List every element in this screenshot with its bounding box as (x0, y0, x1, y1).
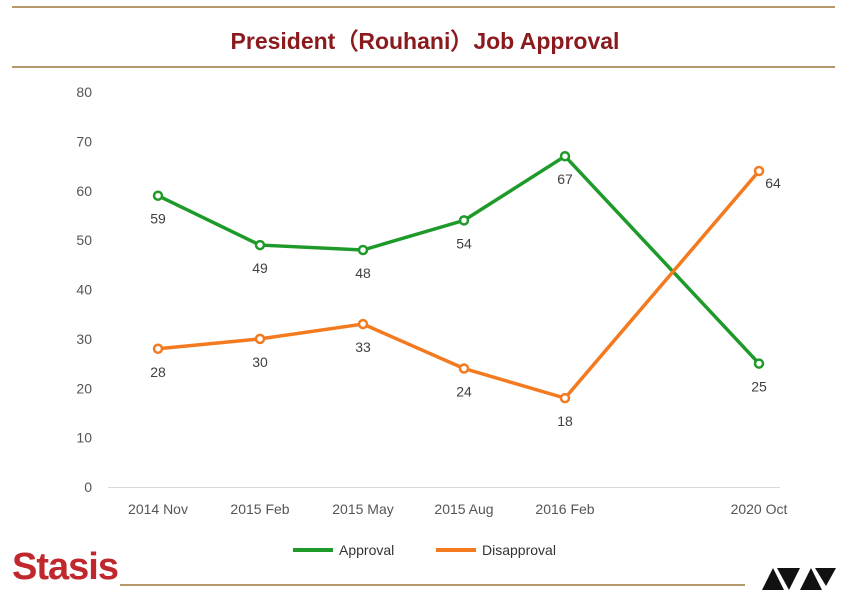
data-label-approval: 48 (355, 265, 371, 281)
y-tick-label: 10 (76, 430, 92, 446)
title-underline (12, 66, 835, 68)
legend-approval-label: Approval (339, 542, 395, 558)
top-rule (12, 6, 835, 8)
data-point-approval (458, 215, 470, 226)
x-tick-label: 2015 Aug (434, 501, 493, 517)
y-tick-label: 0 (84, 479, 92, 495)
x-tick-label: 2014 Nov (128, 501, 188, 517)
data-label-approval: 49 (252, 260, 268, 276)
data-label-disapproval: 30 (252, 354, 268, 370)
data-point-disapproval (458, 363, 470, 374)
y-tick-label: 20 (76, 380, 92, 396)
y-tick-label: 50 (76, 232, 92, 248)
data-label-approval: 25 (751, 379, 767, 395)
x-tick-label: 2020 Oct (731, 501, 788, 517)
data-label-approval: 67 (557, 171, 573, 187)
y-tick-label: 60 (76, 183, 92, 199)
y-tick-label: 40 (76, 282, 92, 298)
footer-rule (120, 584, 745, 586)
y-tick-label: 30 (76, 331, 92, 347)
data-point-disapproval (559, 392, 571, 404)
data-label-approval: 59 (150, 211, 166, 227)
series-line-approval (157, 154, 761, 365)
data-label-disapproval: 64 (765, 175, 781, 191)
legend-approval: Approval (293, 542, 394, 558)
x-tick-label: 2015 Feb (230, 501, 289, 517)
x-tick-label: 2015 May (332, 501, 393, 517)
y-tick-label: 80 (76, 84, 92, 100)
chart-title: President（Rouhani）Job Approval (230, 28, 620, 54)
data-label-disapproval: 33 (355, 339, 371, 355)
data-point-approval (559, 150, 571, 162)
data-label-approval: 54 (456, 235, 472, 251)
legend-disapproval: Disapproval (436, 542, 556, 558)
stasis-logo: Stasis (12, 546, 119, 588)
stasis-logo-text: Stasis (12, 546, 119, 588)
data-point-approval (152, 190, 164, 201)
ava-logo-icon (762, 568, 836, 590)
data-point-approval (753, 358, 765, 369)
data-point-disapproval (753, 165, 765, 177)
data-label-disapproval: 18 (557, 413, 573, 429)
legend-disapproval-swatch (436, 548, 476, 552)
data-point-disapproval (152, 343, 164, 354)
data-point-disapproval (357, 318, 369, 330)
y-tick-label: 70 (76, 133, 92, 149)
data-label-disapproval: 24 (456, 384, 472, 400)
data-point-approval (254, 239, 266, 251)
data-label-disapproval: 28 (150, 364, 166, 380)
legend-approval-swatch (293, 548, 333, 552)
data-point-disapproval (254, 333, 266, 345)
x-tick-label: 2016 Feb (535, 501, 594, 517)
data-point-approval (357, 244, 369, 256)
series-line-disapproval (157, 169, 761, 400)
legend-disapproval-label: Disapproval (482, 542, 556, 558)
